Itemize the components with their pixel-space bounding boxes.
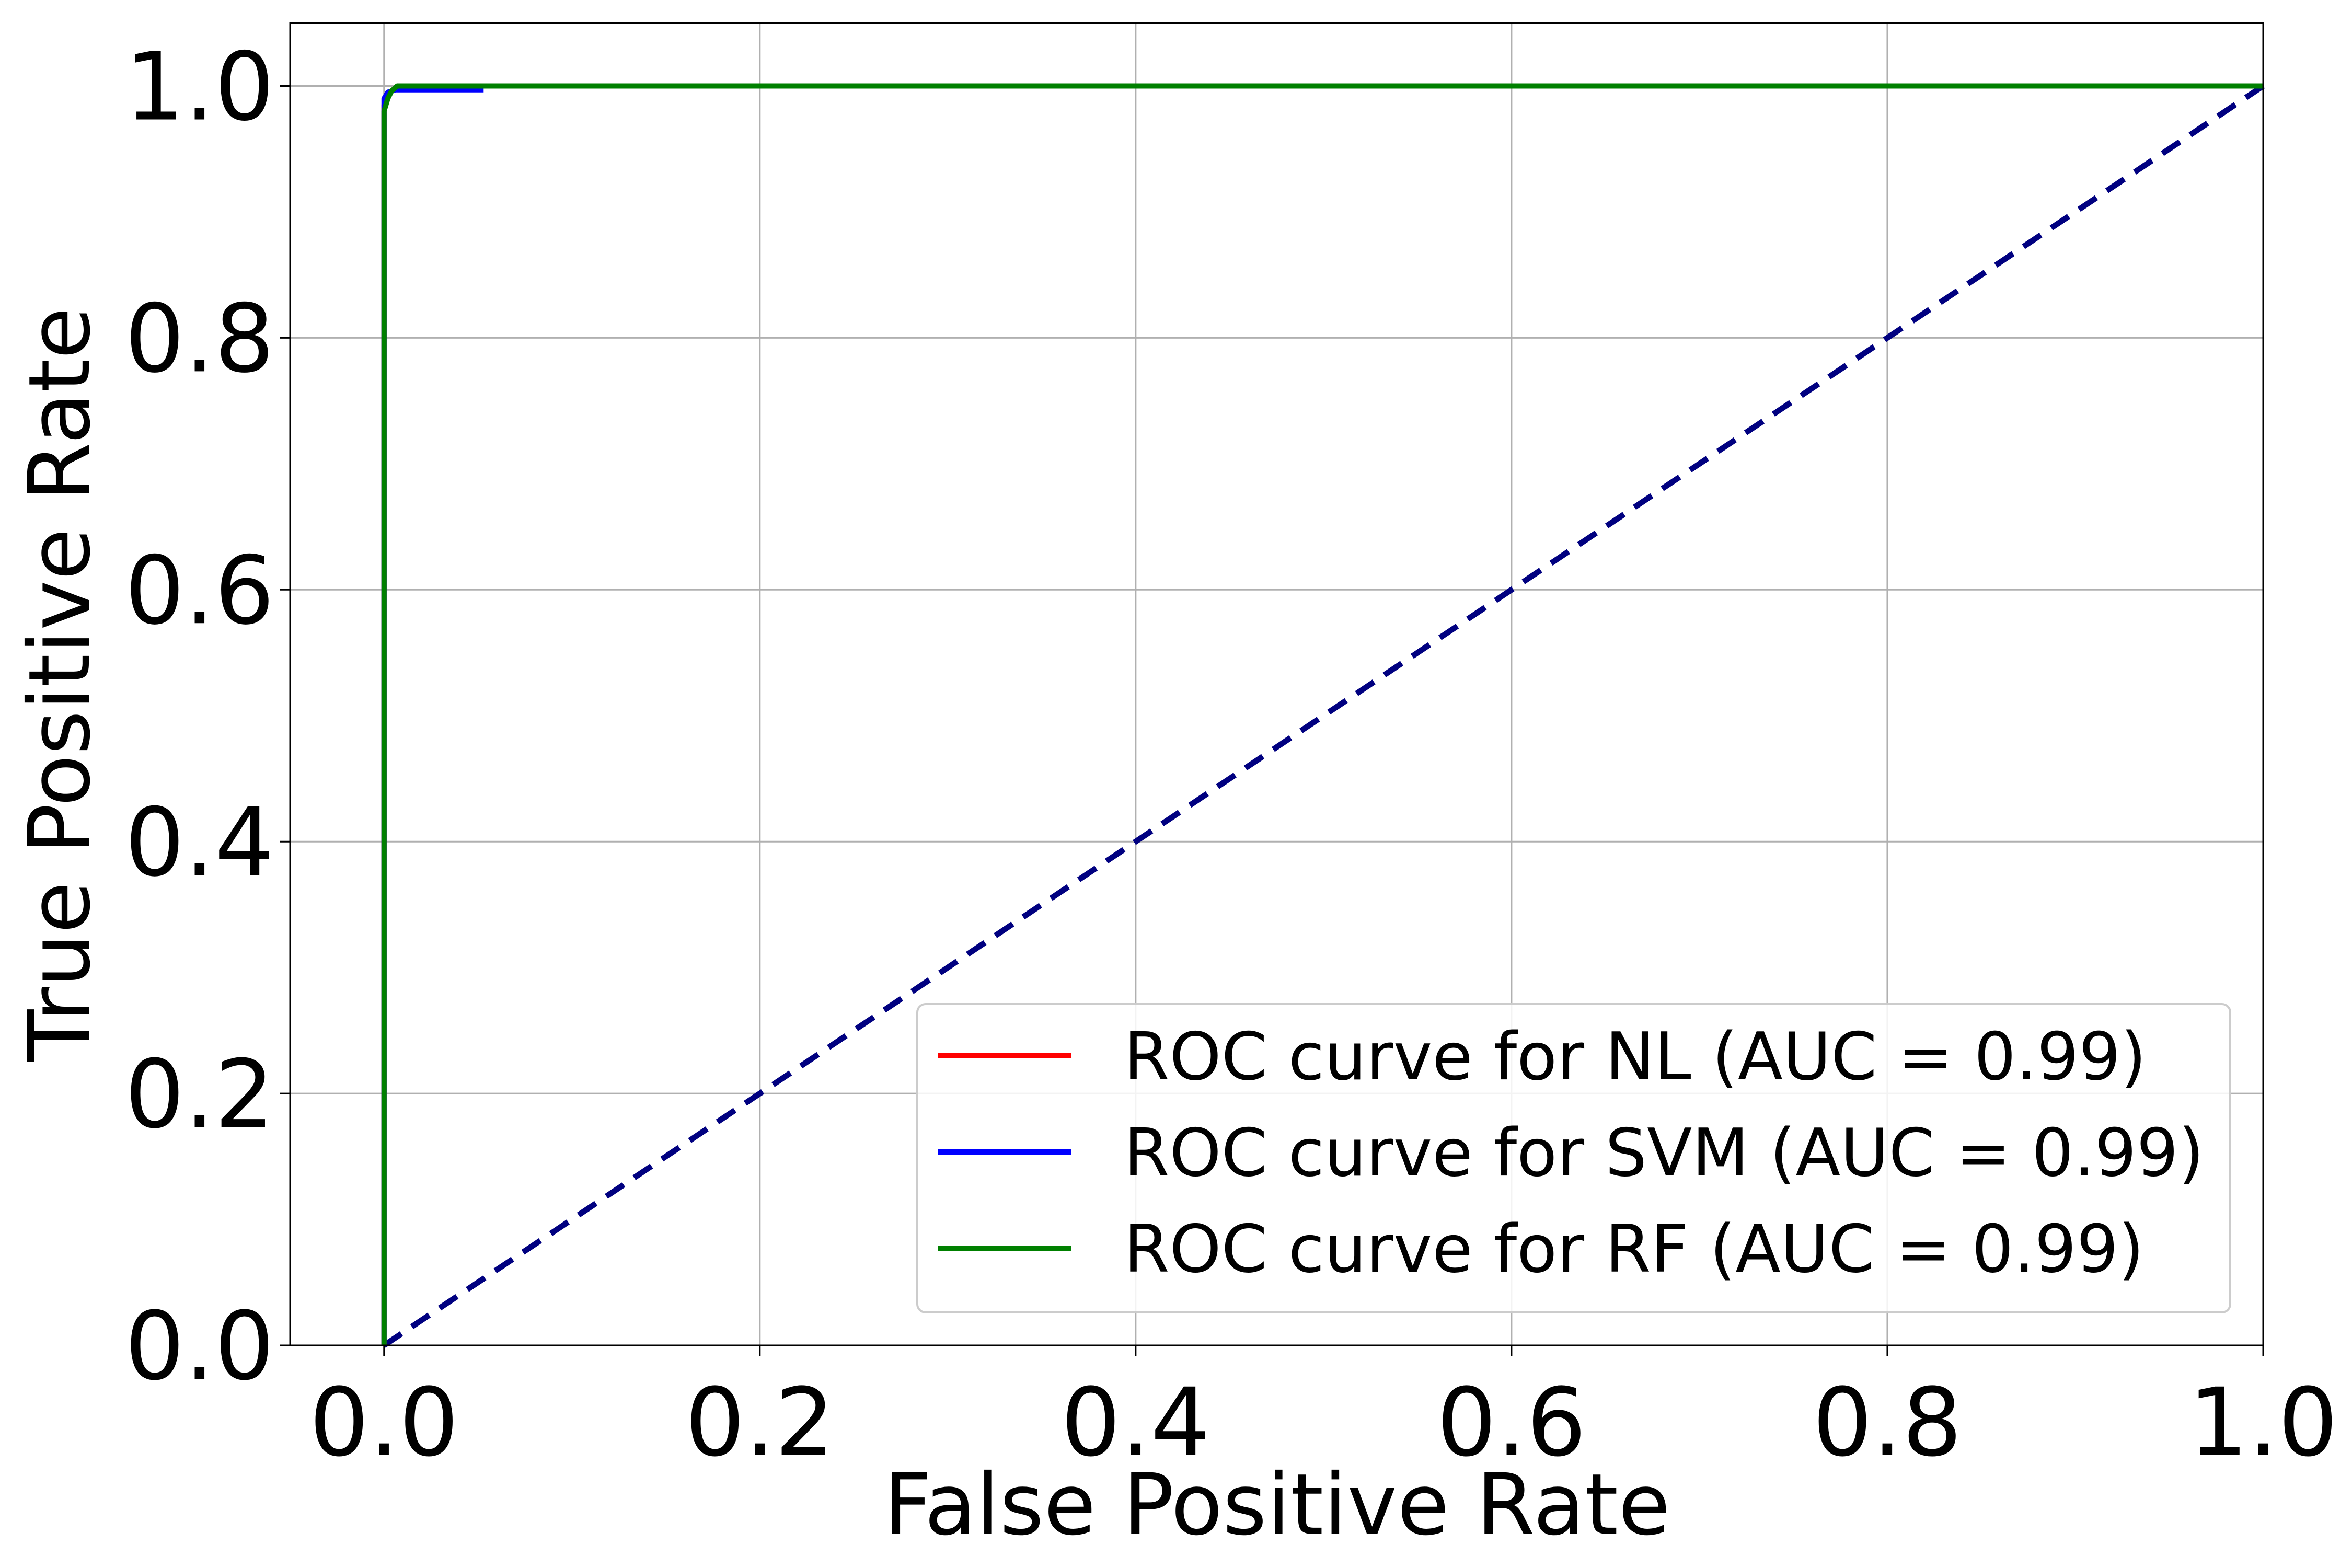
legend-label: ROC curve for SVM (AUC = 0.99)	[1124, 1114, 2204, 1191]
legend: ROC curve for NL (AUC = 0.99) ROC curve f…	[916, 1003, 2231, 1313]
plot-area-frame	[289, 22, 2264, 1346]
reference-diagonal-line	[382, 83, 2265, 1348]
axis-ticks: 0.0 0.2 0.4 0.6 0.8 1.0 0.0 0.2 0.4 0.6 0.8 1.0	[125, 32, 2338, 1478]
series-lines	[381, 83, 2263, 1345]
reference-diagonal	[382, 83, 2265, 1348]
x-axis-label: False Positive Rate	[883, 1456, 1670, 1554]
x-tick-label: 0.6	[1437, 1368, 1586, 1478]
legend-label: ROC curve for NL (AUC = 0.99)	[1124, 1018, 2147, 1095]
x-tick-label: 0.8	[1813, 1368, 1962, 1478]
x-tick-label: 0.2	[685, 1368, 835, 1478]
y-tick-label: 0.4	[125, 788, 274, 897]
x-tick-label: 0.0	[309, 1368, 459, 1478]
y-tick-label: 0.6	[125, 536, 274, 645]
legend-label: ROC curve for RF (AUC = 0.99)	[1124, 1210, 2144, 1287]
y-tick-label: 0.8	[125, 284, 274, 394]
y-axis-label: True Positive Rate	[11, 307, 109, 1062]
x-tick-label: 1.0	[2188, 1368, 2338, 1478]
x-tick-label: 0.4	[1061, 1368, 1210, 1478]
series-line-roc-curve-for-rf	[381, 83, 2263, 1345]
y-tick-label: 1.0	[125, 32, 274, 142]
legend-box	[916, 1003, 2231, 1313]
y-tick-label: 0.2	[125, 1040, 274, 1149]
y-tick-label: 0.0	[125, 1292, 274, 1401]
